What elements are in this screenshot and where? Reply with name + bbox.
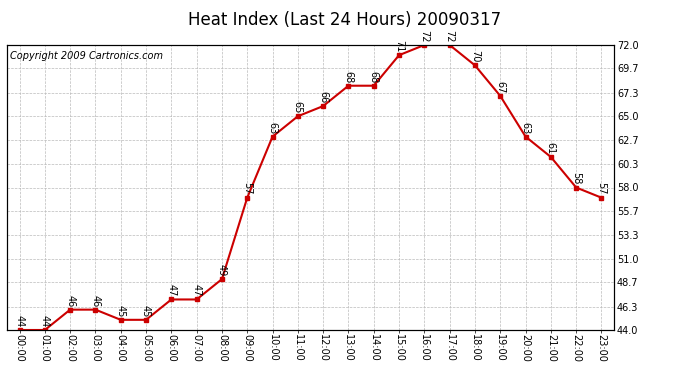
Text: 57: 57 [596, 182, 607, 195]
Text: 47: 47 [192, 284, 201, 297]
Text: 46: 46 [65, 295, 75, 307]
Text: 67: 67 [495, 81, 505, 93]
Text: 68: 68 [344, 70, 353, 83]
Text: 58: 58 [571, 172, 581, 185]
Text: 72: 72 [444, 30, 455, 42]
Text: 57: 57 [242, 182, 253, 195]
Text: 45: 45 [116, 304, 126, 317]
Text: 61: 61 [546, 142, 556, 154]
Text: Heat Index (Last 24 Hours) 20090317: Heat Index (Last 24 Hours) 20090317 [188, 11, 502, 29]
Text: 63: 63 [268, 122, 277, 134]
Text: 49: 49 [217, 264, 227, 276]
Text: 72: 72 [420, 30, 429, 42]
Text: 71: 71 [394, 40, 404, 53]
Text: 70: 70 [470, 50, 480, 63]
Text: 44: 44 [40, 315, 50, 327]
Text: 47: 47 [166, 284, 177, 297]
Text: 45: 45 [141, 304, 151, 317]
Text: 63: 63 [520, 122, 531, 134]
Text: 65: 65 [293, 101, 303, 114]
Text: 68: 68 [368, 70, 379, 83]
Text: 66: 66 [318, 91, 328, 103]
Text: 46: 46 [90, 295, 101, 307]
Text: 44: 44 [14, 315, 25, 327]
Text: Copyright 2009 Cartronics.com: Copyright 2009 Cartronics.com [10, 51, 163, 61]
